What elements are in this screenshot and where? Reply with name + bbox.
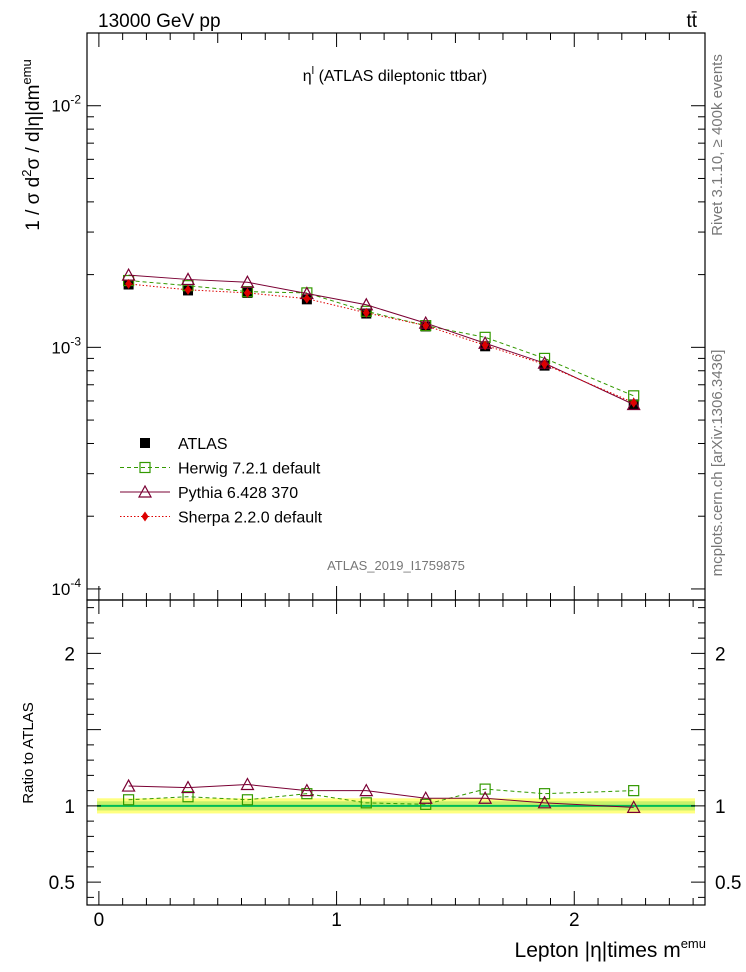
data-point-sherpa-2-2-0-default [362,307,370,318]
legend-marker-pythia-6-428-370 [137,484,153,498]
x-tick-label: 0 [94,910,105,931]
ratio-point-pythia-6-428-370 [359,783,374,797]
x-tick-label: 1 [331,910,342,931]
legend-marker-atlas [140,438,150,448]
data-point-pythia-6-428-370 [121,267,136,281]
data-point-sherpa-2-2-0-default [481,340,489,351]
main-data-layer [121,267,641,411]
main-panel: 10-2 10-3 10-4 ηl (ATLAS dileptonic ttbar)… [19,32,706,601]
series-line-herwig-7-2-1-default [128,280,634,397]
main-axis-ticks: 10-2 10-3 10-4 [51,32,705,601]
ratio-point-pythia-6-428-370 [181,780,196,794]
legend-label-atlas: ATLAS [178,436,228,453]
y-tick-label: 10-4 [51,576,81,599]
ratio-y-tick-label-right: 1 [715,797,726,818]
series-line-pythia-6-428-370 [128,274,634,405]
ratio-y-tick-label-right: 0.5 [715,873,741,894]
ratio-point-herwig-7-2-1-default [360,797,372,809]
process-label: tt̄ [686,11,697,32]
ratio-point-pythia-6-428-370 [626,800,641,814]
mcplots-label: mcplots.cern.ch [arXiv:1306.3436] [709,350,726,577]
ratio-line-herwig-7-2-1-default [128,788,634,805]
ratio-data-layer [97,777,695,814]
ratio-y-tick-label-right: 2 [715,644,726,665]
data-point-sherpa-2-2-0-default [184,284,192,295]
data-point-pythia-6-428-370 [240,274,255,288]
data-point-sherpa-2-2-0-default [541,359,549,370]
x-axis-label: Lepton |η|times memu [515,936,706,962]
ratio-point-pythia-6-428-370 [478,790,493,804]
data-point-sherpa-2-2-0-default [125,278,133,289]
legend: ATLAS Herwig 7.2.1 default Pythia 6.428 37… [120,436,323,527]
ratio-point-pythia-6-428-370 [418,790,433,804]
ratio-point-herwig-7-2-1-default [628,785,640,797]
data-point-sherpa-2-2-0-default [630,397,638,408]
y-tick-label: 10-3 [51,334,81,357]
ratio-point-herwig-7-2-1-default [122,794,135,806]
ratio-y-tick-label: 2 [64,644,75,665]
ratio-point-pythia-6-428-370 [240,777,255,791]
ratio-y-tick-label: 1 [64,797,75,818]
ratio-frame [86,599,706,906]
ratio-line-pythia-6-428-370 [128,784,634,808]
y-tick-label: 10-2 [51,93,81,116]
ratio-axis-ticks: 2 2 1 1 0.5 0.5 0 1 2 [49,600,741,931]
ratio-point-pythia-6-428-370 [537,795,552,809]
chart-title: ηl (ATLAS dileptonic ttbar) [303,65,487,85]
main-ylabel: 1 / σ d2σ / d|η|dmemu [19,59,44,230]
ratio-point-pythia-6-428-370 [299,783,314,797]
legend-marker-herwig-7-2-1-default [139,461,151,474]
legend-label-pythia-6-428-370: Pythia 6.428 370 [178,485,298,502]
legend-label-sherpa-2-2-0-default: Sherpa 2.2.0 default [178,510,323,527]
data-point-pythia-6-428-370 [181,272,196,286]
legend-label-herwig-7-2-1-default: Herwig 7.2.1 default [178,461,321,478]
ratio-point-pythia-6-428-370 [121,778,136,792]
ratio-point-herwig-7-2-1-default [538,788,551,800]
data-point-sherpa-2-2-0-default [422,320,430,331]
ratio-point-herwig-7-2-1-default [420,798,432,810]
analysis-watermark: ATLAS_2019_I1759875 [327,558,465,573]
rivet-label: Rivet 3.1.10, ≥ 400k events [709,54,726,236]
beam-label: 13000 GeV pp [98,11,221,32]
ratio-point-herwig-7-2-1-default [479,783,491,795]
data-point-pythia-6-428-370 [626,397,641,411]
legend-marker-sherpa-2-2-0-default [141,511,149,522]
ratio-ylabel: Ratio to ATLAS [20,702,37,803]
x-tick-label: 2 [569,910,580,931]
ratio-point-herwig-7-2-1-default [182,791,194,803]
data-point-sherpa-2-2-0-default [243,287,251,298]
ratio-point-herwig-7-2-1-default [241,794,254,806]
ratio-panel: 2 2 1 1 0.5 0.5 0 1 2 Ratio to ATLAS Lepton |η|t… [20,599,741,962]
ratio-y-tick-label: 0.5 [49,873,75,894]
data-point-sherpa-2-2-0-default [303,293,311,304]
series-line-sherpa-2-2-0-default [128,283,634,404]
